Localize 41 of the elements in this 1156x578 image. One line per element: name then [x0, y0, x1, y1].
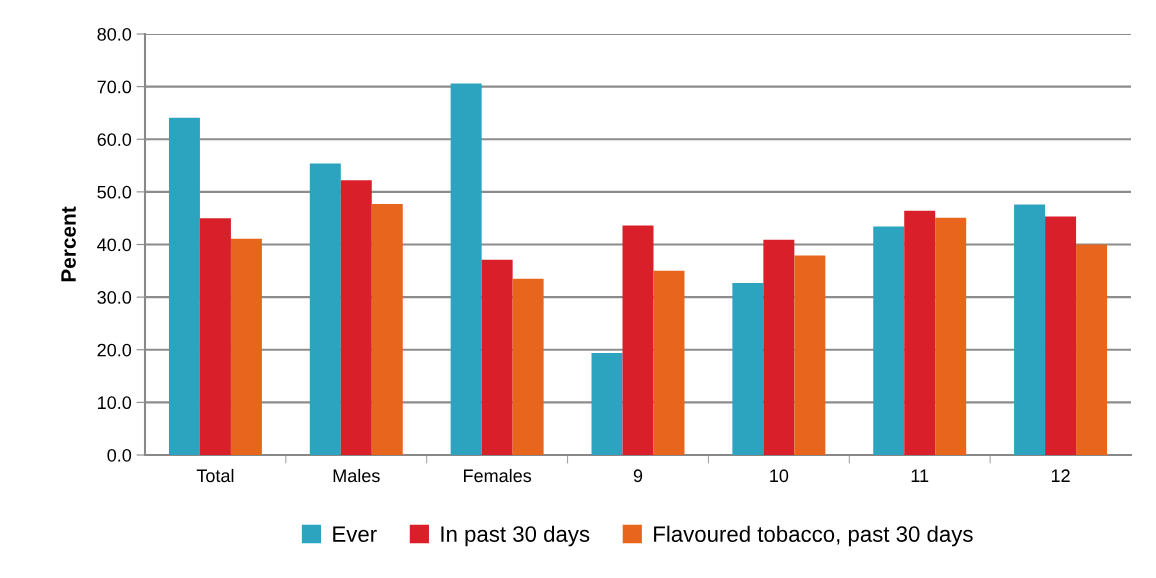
bar [873, 226, 905, 455]
y-tick-label: 50.0 [97, 185, 132, 199]
bar [904, 210, 936, 455]
bar [230, 238, 262, 455]
x-tick-label: Total [196, 468, 234, 483]
bar [763, 239, 795, 455]
bar [450, 83, 482, 455]
bar [653, 270, 685, 455]
bar [622, 225, 654, 455]
bar [340, 180, 372, 455]
y-tick-label: 0.0 [107, 448, 132, 462]
bar [1076, 244, 1108, 455]
bar [481, 259, 513, 455]
legend-label: Ever [333, 526, 377, 542]
x-tick-label: 9 [633, 469, 643, 483]
y-tick-label: 60.0 [97, 133, 132, 146]
bar [371, 203, 403, 455]
y-tick-label: 30.0 [97, 291, 132, 304]
bar [591, 352, 623, 455]
y-tick-label: 10.0 [98, 396, 132, 410]
bar [935, 217, 967, 455]
y-axis-title: Percent [61, 206, 76, 282]
x-tick-label: Females [464, 468, 532, 483]
y-tick-label: 80.0 [97, 27, 132, 41]
bar [732, 282, 764, 455]
x-tick-label: 10 [770, 469, 789, 483]
bar [1014, 204, 1046, 455]
x-tick-label: Males [333, 468, 380, 483]
legend-label: In past 30 days [441, 525, 590, 547]
bar [1045, 216, 1077, 455]
bar [199, 218, 231, 455]
x-tick-label: 11 [911, 469, 929, 482]
bar [309, 163, 341, 455]
bar [794, 255, 826, 455]
y-tick-label: 70.0 [97, 80, 132, 94]
y-tick-label: 40.0 [97, 238, 132, 252]
y-tick-label: 20.0 [97, 343, 132, 357]
bar [512, 278, 544, 455]
x-tick-label: 12 [1051, 469, 1070, 482]
legend-label: Flavoured tobacco, past 30 days [654, 525, 973, 547]
bar [168, 117, 200, 455]
